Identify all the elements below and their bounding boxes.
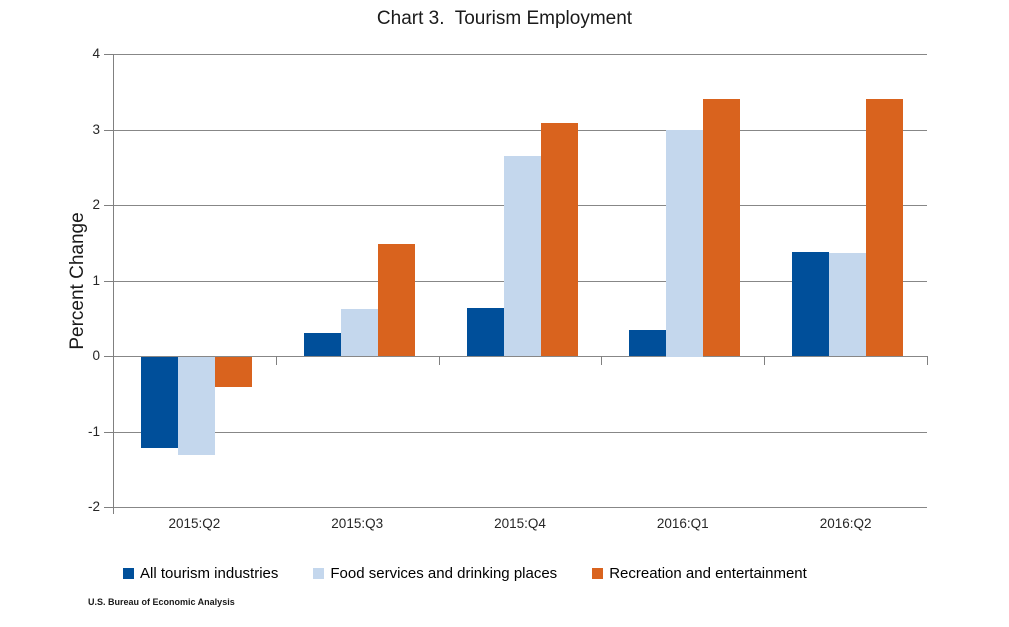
y-tick-label--1: -1 bbox=[87, 424, 100, 439]
legend-swatch-icon bbox=[592, 568, 604, 579]
bar-all-tourism-industries-2016-q1 bbox=[629, 330, 666, 356]
category-tick-3 bbox=[601, 356, 602, 365]
category-tick-2 bbox=[439, 356, 440, 365]
y-tick-label-2: 2 bbox=[92, 197, 100, 212]
bar-food-services-and-drinking-places-2015-q2 bbox=[178, 357, 215, 455]
legend-item-recreation-and-entertainment: Recreation and entertainment bbox=[592, 565, 807, 582]
bar-recreation-and-entertainment-2015-q2 bbox=[215, 357, 252, 387]
legend: All tourism industries Food services and … bbox=[123, 565, 807, 582]
bar-all-tourism-industries-2015-q4 bbox=[467, 308, 504, 356]
x-tick-label-2016-q1: 2016:Q1 bbox=[656, 516, 709, 531]
bar-food-services-and-drinking-places-2015-q3 bbox=[341, 309, 378, 356]
bar-food-services-and-drinking-places-2015-q4 bbox=[504, 156, 541, 356]
bar-recreation-and-entertainment-2015-q3 bbox=[378, 244, 415, 356]
bar-all-tourism-industries-2015-q3 bbox=[304, 333, 341, 356]
gridline--1 bbox=[113, 432, 927, 433]
y-tick-label-4: 4 bbox=[92, 46, 100, 61]
bar-all-tourism-industries-2015-q2 bbox=[141, 357, 178, 448]
y-axis-tick--2 bbox=[104, 507, 113, 508]
chart-title: Chart 3. Tourism Employment bbox=[376, 8, 633, 29]
y-tick-label-0: 0 bbox=[92, 348, 100, 363]
y-axis-tick-4 bbox=[104, 54, 113, 55]
gridline-3 bbox=[113, 130, 927, 131]
bar-recreation-and-entertainment-2015-q4 bbox=[541, 123, 578, 356]
legend-label: All tourism industries bbox=[140, 565, 279, 582]
legend-swatch-icon bbox=[123, 568, 134, 579]
bar-recreation-and-entertainment-2016-q2 bbox=[866, 99, 903, 356]
bar-all-tourism-industries-2016-q2 bbox=[792, 252, 829, 356]
x-tick-label-2015-q3: 2015:Q3 bbox=[331, 516, 384, 531]
x-tick-label-2015-q2: 2015:Q2 bbox=[168, 516, 221, 531]
legend-item-all-tourism-industries: All tourism industries bbox=[123, 565, 278, 582]
y-axis-tick-1 bbox=[104, 281, 113, 282]
legend-label: Food services and drinking places bbox=[330, 565, 558, 582]
y-axis-line bbox=[113, 54, 114, 514]
bar-food-services-and-drinking-places-2016-q2 bbox=[829, 253, 866, 356]
y-axis-tick-3 bbox=[104, 130, 113, 131]
bar-recreation-and-entertainment-2016-q1 bbox=[703, 99, 740, 356]
y-tick-label-3: 3 bbox=[92, 122, 100, 137]
y-tick-label--2: -2 bbox=[87, 499, 100, 514]
category-tick-4 bbox=[764, 356, 765, 365]
gridline-4 bbox=[113, 54, 927, 55]
category-tick-1 bbox=[276, 356, 277, 365]
category-tick-5 bbox=[927, 356, 928, 365]
y-axis-tick--1 bbox=[104, 432, 113, 433]
y-axis-tick-2 bbox=[104, 205, 113, 206]
legend-label: Recreation and entertainment bbox=[609, 565, 807, 582]
gridline--2 bbox=[113, 507, 927, 508]
y-axis-tick-0 bbox=[104, 356, 113, 357]
y-tick-label-1: 1 bbox=[92, 273, 100, 288]
bar-food-services-and-drinking-places-2016-q1 bbox=[666, 130, 703, 357]
x-tick-label-2016-q2: 2016:Q2 bbox=[819, 516, 872, 531]
legend-item-food-services-and-drinking-places: Food services and drinking places bbox=[313, 565, 557, 582]
x-tick-label-2015-q4: 2015:Q4 bbox=[494, 516, 546, 531]
gridline-0 bbox=[113, 356, 927, 357]
source-note: U.S. Bureau of Economic Analysis bbox=[88, 597, 235, 607]
legend-swatch-icon bbox=[313, 568, 325, 579]
